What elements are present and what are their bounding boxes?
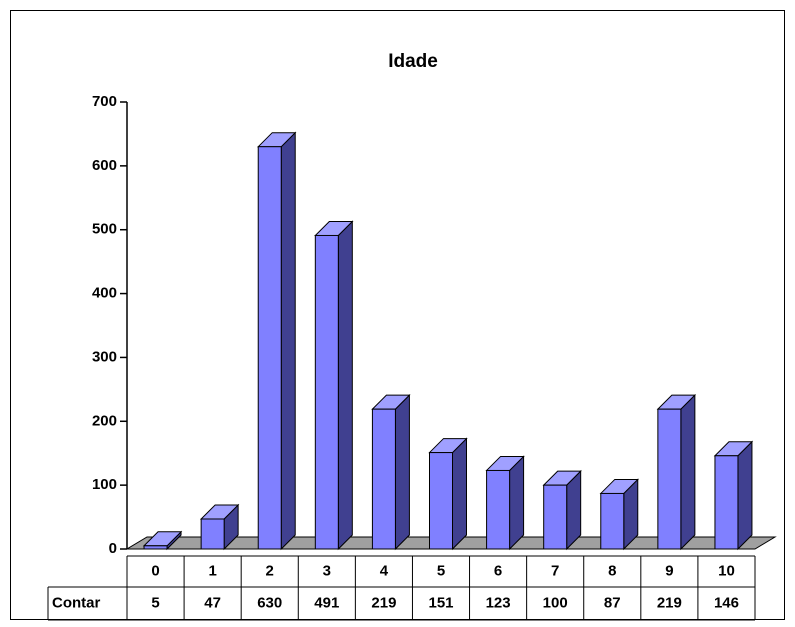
bar	[542, 469, 582, 551]
y-tick-label: 400	[92, 285, 117, 302]
bar	[599, 478, 639, 551]
x-tick-label: 5	[437, 562, 445, 579]
bar	[485, 455, 525, 551]
y-tick-label: 500	[92, 221, 117, 238]
y-tick-label: 700	[92, 93, 117, 110]
x-tick-label: 7	[551, 562, 559, 579]
bar-front	[543, 484, 568, 550]
table-value: 146	[714, 594, 739, 611]
table-value: 630	[257, 594, 282, 611]
bar	[713, 440, 754, 551]
bar	[142, 530, 183, 551]
bar-front	[314, 234, 339, 550]
bar-front	[714, 455, 739, 550]
bar-front	[429, 452, 453, 550]
bar-front	[200, 518, 225, 550]
x-tick-label: 10	[718, 562, 735, 579]
x-tick-label: 0	[151, 562, 159, 579]
bar-front	[257, 146, 282, 550]
bar-front	[657, 408, 682, 550]
x-tick-label: 3	[323, 562, 331, 579]
table-value: 47	[204, 594, 221, 611]
bar	[428, 437, 468, 551]
y-tick-label: 300	[92, 348, 117, 365]
x-tick-label: 8	[608, 562, 616, 579]
x-tick-label: 1	[208, 562, 216, 579]
bar-front	[143, 545, 168, 550]
y-tick-label: 100	[92, 476, 117, 493]
x-tick-label: 9	[665, 562, 673, 579]
table-value: 151	[428, 594, 453, 611]
table-value: 219	[657, 594, 682, 611]
y-tick-label: 200	[92, 412, 117, 429]
bar	[371, 393, 411, 551]
bar-front	[371, 408, 396, 550]
y-tick-label: 0	[109, 540, 117, 557]
bar	[656, 393, 697, 551]
y-tick-label: 600	[92, 157, 117, 174]
bar	[257, 131, 297, 551]
bar	[199, 503, 240, 551]
bar-front	[600, 492, 625, 550]
table-value: 5	[151, 594, 159, 611]
x-tick-label: 4	[380, 562, 389, 579]
x-tick-label: 6	[494, 562, 502, 579]
bar-side	[680, 393, 696, 551]
chart-title: Idade	[388, 51, 438, 72]
bar-front	[486, 469, 511, 550]
x-tick-label: 2	[266, 562, 274, 579]
table-value: 219	[371, 594, 396, 611]
table-value: 100	[543, 594, 568, 611]
table-row-label: Contar	[52, 594, 100, 611]
bar-side	[737, 440, 753, 551]
bar	[314, 220, 354, 551]
table-value: 87	[604, 594, 621, 611]
bar-side	[509, 455, 525, 551]
bar-side	[452, 437, 467, 551]
table-value: 491	[314, 594, 339, 611]
table-value: 123	[486, 594, 511, 611]
bar-side	[337, 220, 353, 551]
bar-side	[394, 393, 410, 551]
bar-side	[280, 131, 296, 551]
